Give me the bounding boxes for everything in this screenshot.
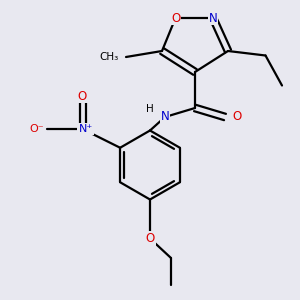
Text: O: O [146,232,154,245]
Text: O: O [171,11,180,25]
Text: O: O [232,110,242,124]
Text: N: N [208,11,217,25]
Text: H: H [146,104,154,115]
Text: N: N [160,110,169,124]
Text: CH₃: CH₃ [99,52,119,62]
Text: O⁻: O⁻ [29,124,44,134]
Text: O: O [78,89,87,103]
Text: N⁺: N⁺ [78,124,93,134]
